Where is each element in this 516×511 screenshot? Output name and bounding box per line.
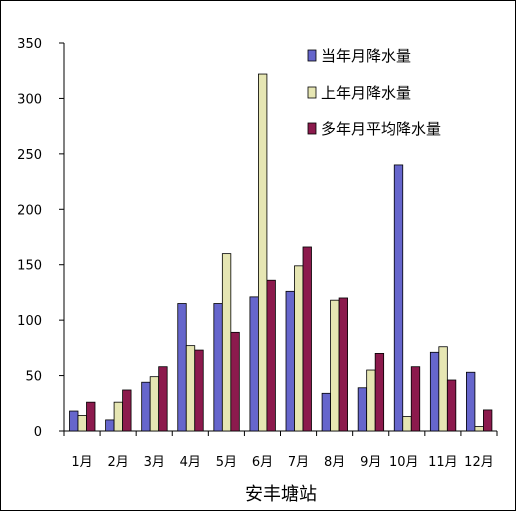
x-axis-title: 安丰塘站: [245, 484, 317, 505]
y-tick-label: 50: [25, 370, 42, 385]
legend-label: 当年月降水量: [321, 47, 411, 65]
x-tick-label: 2月: [107, 455, 128, 470]
y-tick-label: 300: [17, 92, 42, 107]
bar-current-year: [285, 290, 295, 432]
x-tick-label: 11月: [428, 455, 458, 470]
bar-multi-year-average: [122, 389, 132, 432]
bar-previous-year: [366, 369, 376, 432]
x-tick-label: 3月: [144, 455, 165, 470]
bar-current-year: [213, 303, 223, 432]
chart-labels: 0 50 100 150 200 250 300 350 1月 2月 3月 4月 5月 6月 7月 8月 9月 1…: [17, 37, 494, 470]
bar-previous-year: [402, 416, 412, 432]
bar-previous-year: [294, 265, 304, 432]
bar-previous-year: [221, 253, 232, 432]
bar-previous-year: [113, 401, 123, 432]
x-tick-label: 4月: [180, 455, 201, 470]
bar-current-year: [393, 164, 404, 432]
x-tick-label: 5月: [216, 455, 237, 470]
bar-previous-year: [77, 415, 87, 432]
bar-multi-year-average: [446, 379, 457, 432]
bar-current-year: [466, 371, 476, 432]
legend-label: 多年月平均降水量: [321, 120, 441, 138]
x-tick-label: 10月: [389, 455, 419, 470]
bar-multi-year-average: [410, 366, 421, 432]
bar-multi-year-average: [483, 409, 493, 432]
x-tick-label: 6月: [252, 455, 273, 470]
legend-swatch: [307, 122, 317, 135]
bar-multi-year-average: [158, 366, 168, 432]
legend-swatch: [307, 49, 317, 62]
bar-current-year: [69, 410, 79, 432]
x-tick-label: 9月: [360, 455, 381, 470]
y-tick-label: 0: [34, 425, 42, 440]
bar-previous-year: [330, 299, 340, 432]
bar-previous-year: [258, 73, 268, 432]
bar-current-year: [105, 419, 115, 432]
bar-previous-year: [149, 376, 160, 432]
y-tick-label: 150: [17, 259, 42, 274]
x-tick-label: 8月: [324, 455, 345, 470]
y-tick-label: 350: [17, 37, 42, 52]
bar-current-year: [429, 351, 440, 432]
chart-bars: [69, 73, 493, 432]
bar-multi-year-average: [374, 352, 385, 432]
y-tick-label: 100: [17, 314, 42, 329]
legend-label: 上年月降水量: [321, 84, 411, 102]
bar-multi-year-average: [230, 331, 240, 432]
bar-current-year: [357, 387, 368, 432]
bar-current-year: [321, 392, 331, 432]
bar-multi-year-average: [266, 279, 276, 432]
bar-multi-year-average: [302, 246, 312, 432]
bar-current-year: [177, 303, 187, 432]
y-tick-label: 250: [17, 148, 42, 163]
bar-multi-year-average: [194, 349, 204, 432]
bar-previous-year: [474, 426, 484, 432]
bar-multi-year-average: [86, 401, 96, 432]
legend-swatch: [307, 86, 317, 99]
x-tick-label: 7月: [288, 455, 309, 470]
bar-previous-year: [185, 345, 196, 432]
x-tick-label: 12月: [464, 455, 494, 470]
bar-previous-year: [438, 346, 448, 432]
bar-current-year: [249, 296, 259, 432]
y-tick-label: 200: [17, 203, 42, 218]
x-tick-label: 1月: [71, 455, 92, 470]
bar-multi-year-average: [338, 297, 348, 432]
bar-current-year: [141, 381, 151, 432]
chart-axes: [59, 42, 498, 436]
